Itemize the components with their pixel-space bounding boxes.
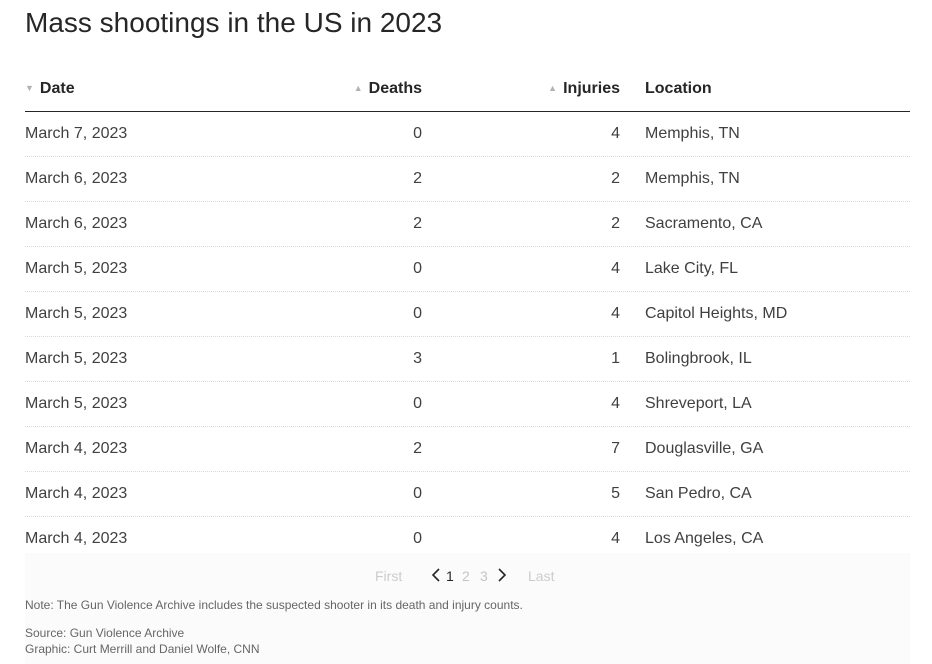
cell-location: Memphis, TN	[645, 125, 740, 142]
cell-location: Bolingbrook, IL	[645, 350, 752, 367]
cell-injuries: 2	[611, 170, 620, 187]
cell-deaths: 0	[413, 305, 422, 322]
column-header-label: Deaths	[368, 80, 422, 97]
cell-deaths: 2	[413, 170, 422, 187]
table-row: March 4, 2023 2 7 Douglasville, GA	[25, 427, 910, 472]
cell-deaths: 3	[413, 350, 422, 367]
column-header-injuries[interactable]: ▲ Injuries	[548, 80, 620, 98]
cell-date: March 4, 2023	[25, 485, 128, 502]
cell-date: March 4, 2023	[25, 530, 128, 547]
cell-deaths: 0	[413, 485, 422, 502]
cell-location: Los Angeles, CA	[645, 530, 764, 547]
first-page-link[interactable]: First	[375, 568, 403, 584]
cell-injuries: 5	[611, 485, 620, 502]
shootings-table: ▼ Date ▲ Deaths ▲ Injuries Location March 7…	[25, 68, 910, 562]
table-row: March 5, 2023 3 1 Bolingbrook, IL	[25, 337, 910, 382]
cell-date: March 7, 2023	[25, 125, 128, 142]
sort-descending-icon: ▼	[25, 83, 34, 93]
cell-date: March 5, 2023	[25, 350, 128, 367]
footer-panel	[25, 553, 910, 664]
cell-deaths: 0	[413, 125, 422, 142]
chart-title: Mass shootings in the US in 2023	[25, 7, 443, 38]
cell-injuries: 1	[611, 350, 620, 367]
cell-location: Douglasville, GA	[645, 440, 764, 457]
column-header-label: Location	[645, 80, 712, 97]
chart-source: Source: Gun Violence Archive	[25, 626, 185, 640]
table-row: March 4, 2023 0 5 San Pedro, CA	[25, 472, 910, 517]
pagination: First 1 2 3 Last	[0, 566, 932, 586]
cell-location: Shreveport, LA	[645, 395, 752, 412]
cell-location: Lake City, FL	[645, 260, 739, 277]
cell-injuries: 7	[611, 440, 620, 457]
cell-injuries: 4	[611, 530, 620, 547]
column-header-label: Date	[39, 80, 75, 97]
sort-ascending-icon: ▲	[548, 83, 558, 93]
page-link-2[interactable]: 2	[462, 568, 470, 584]
cell-injuries: 4	[611, 125, 620, 142]
cell-date: March 6, 2023	[25, 215, 128, 232]
cell-injuries: 4	[611, 305, 620, 322]
table-body: March 7, 2023 0 4 Memphis, TN March 6, 2023 2…	[25, 112, 910, 562]
sort-ascending-icon: ▲	[353, 83, 363, 93]
cell-deaths: 0	[413, 530, 422, 547]
table-header: ▼ Date ▲ Deaths ▲ Injuries Location	[25, 68, 910, 112]
table-row: March 5, 2023 0 4 Lake City, FL	[25, 247, 910, 292]
cell-deaths: 0	[413, 260, 422, 277]
table-row: March 6, 2023 2 2 Memphis, TN	[25, 157, 910, 202]
cell-deaths: 0	[413, 395, 422, 412]
cell-location: San Pedro, CA	[645, 485, 752, 502]
chart-note: Note: The Gun Violence Archive includes …	[25, 598, 523, 612]
cell-injuries: 2	[611, 215, 620, 232]
table-row: March 5, 2023 0 4 Shreveport, LA	[25, 382, 910, 427]
column-header-location[interactable]: Location	[645, 80, 712, 98]
cell-date: March 5, 2023	[25, 395, 128, 412]
column-header-deaths[interactable]: ▲ Deaths	[354, 80, 422, 98]
table-row: March 5, 2023 0 4 Capitol Heights, MD	[25, 292, 910, 337]
table-row: March 6, 2023 2 2 Sacramento, CA	[25, 202, 910, 247]
column-header-date[interactable]: ▼ Date	[25, 80, 75, 98]
cell-location: Capitol Heights, MD	[645, 305, 788, 322]
cell-date: March 5, 2023	[25, 260, 128, 277]
chart-credit: Graphic: Curt Merrill and Daniel Wolfe, …	[25, 642, 260, 656]
page-link-1[interactable]: 1	[446, 568, 454, 584]
cell-date: March 5, 2023	[25, 305, 128, 322]
cell-deaths: 2	[413, 215, 422, 232]
table-row: March 7, 2023 0 4 Memphis, TN	[25, 112, 910, 157]
cell-location: Memphis, TN	[645, 170, 740, 187]
cell-date: March 6, 2023	[25, 170, 128, 187]
cell-injuries: 4	[611, 395, 620, 412]
column-header-label: Injuries	[563, 80, 620, 97]
chevron-left-icon[interactable]	[430, 566, 442, 587]
cell-injuries: 4	[611, 260, 620, 277]
cell-date: March 4, 2023	[25, 440, 128, 457]
chevron-right-icon[interactable]	[496, 566, 508, 587]
page-link-3[interactable]: 3	[480, 568, 488, 584]
cell-deaths: 2	[413, 440, 422, 457]
cell-location: Sacramento, CA	[645, 215, 763, 232]
last-page-link[interactable]: Last	[528, 568, 555, 584]
